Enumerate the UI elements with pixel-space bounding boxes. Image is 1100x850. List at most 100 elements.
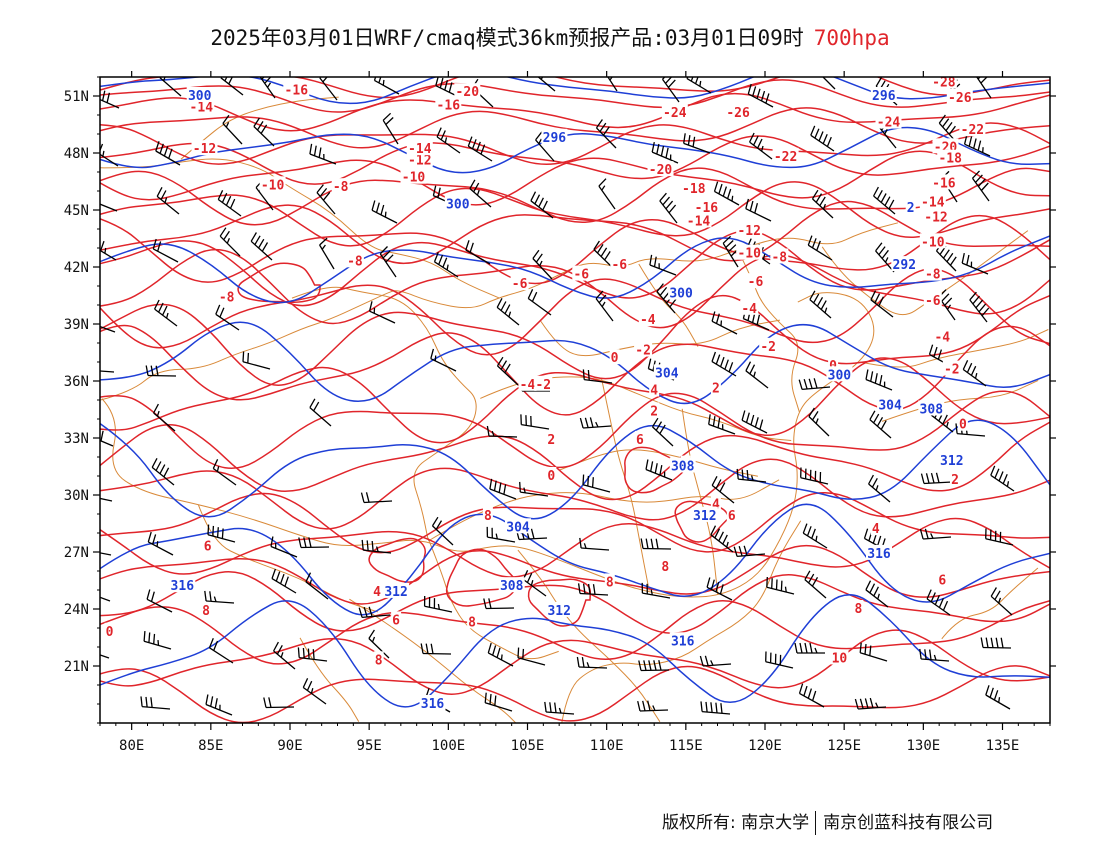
wind-barb bbox=[319, 237, 335, 270]
wind-barb bbox=[638, 660, 670, 672]
lat-tick-label: 42N bbox=[64, 260, 89, 276]
wind-barb bbox=[722, 235, 739, 268]
lon-tick-label: 115E bbox=[669, 738, 703, 754]
temperature-label: -8 bbox=[925, 268, 941, 283]
wind-barb bbox=[736, 468, 767, 483]
wind-barb bbox=[809, 290, 832, 319]
label-bg bbox=[870, 520, 881, 536]
wind-barb bbox=[519, 481, 549, 497]
temperature-label: 6 bbox=[938, 574, 946, 589]
wind-barb bbox=[253, 117, 275, 147]
wind-barb bbox=[822, 77, 836, 90]
isotherm bbox=[100, 599, 1050, 665]
wind-barb bbox=[159, 77, 182, 97]
temperature-label: 8 bbox=[468, 615, 476, 630]
wind-barb bbox=[151, 457, 175, 486]
label-bg bbox=[610, 256, 629, 272]
wind-barb bbox=[800, 467, 829, 485]
temperature-label: -20 bbox=[456, 85, 480, 100]
height-label: 300 bbox=[446, 197, 470, 212]
wind-barb bbox=[607, 77, 618, 92]
height-label: 316 bbox=[671, 634, 695, 649]
lon-tick-label: 95E bbox=[357, 738, 382, 754]
wind-barb bbox=[651, 141, 679, 164]
isotherm bbox=[100, 294, 1050, 386]
wind-barb bbox=[433, 252, 459, 278]
label-bg bbox=[383, 582, 410, 598]
temperature-label: -10 bbox=[261, 178, 285, 193]
wind-barb bbox=[204, 590, 235, 604]
wind-barb bbox=[517, 647, 546, 666]
label-bg bbox=[406, 140, 433, 156]
isotherm bbox=[100, 324, 1050, 416]
height-label: 2 bbox=[907, 201, 915, 216]
lat-tick-label: 45N bbox=[64, 203, 89, 219]
height-label: 308 bbox=[671, 460, 695, 475]
temperature-label: 8 bbox=[484, 509, 492, 524]
wind-barb bbox=[985, 528, 1014, 546]
wind-barb bbox=[140, 696, 171, 710]
isotherm-closed bbox=[674, 500, 732, 543]
wind-barb bbox=[100, 143, 119, 167]
label-bg bbox=[772, 147, 799, 163]
temperature-label: 4 bbox=[650, 384, 658, 399]
temperature-label: -24 bbox=[877, 116, 901, 131]
wind-barb bbox=[270, 536, 298, 558]
wind-barb bbox=[710, 525, 734, 553]
temperature-label: -4 bbox=[520, 378, 536, 393]
wind-barb bbox=[741, 410, 768, 434]
label-bg bbox=[510, 275, 529, 291]
temperature-label: -10 bbox=[921, 235, 945, 250]
label-bg bbox=[726, 506, 737, 522]
temperature-label: 10 bbox=[832, 651, 848, 666]
temperature-label: 4 bbox=[872, 522, 880, 537]
label-bg bbox=[740, 299, 759, 315]
wind-barb bbox=[302, 678, 327, 705]
isotherm bbox=[100, 107, 1050, 149]
label-bg bbox=[373, 651, 384, 667]
wind-barb bbox=[919, 528, 952, 540]
label-bg bbox=[283, 81, 310, 97]
wind-barb bbox=[379, 246, 397, 278]
label-bg bbox=[400, 168, 427, 184]
temperature-label: 8 bbox=[661, 560, 669, 575]
isotherm bbox=[100, 458, 1050, 530]
isotherm bbox=[100, 230, 1050, 307]
wind-barb bbox=[486, 526, 516, 543]
copyright-text: 版权所有: 南京大学 bbox=[662, 813, 810, 833]
label-bg bbox=[454, 83, 481, 99]
isotherm bbox=[100, 181, 1050, 247]
height-label: 296 bbox=[872, 89, 896, 104]
lon-tick-label: 85E bbox=[198, 738, 223, 754]
label-bg bbox=[680, 180, 707, 196]
wind-barb bbox=[483, 598, 515, 610]
label-bg bbox=[435, 96, 462, 112]
wind-barb bbox=[420, 643, 452, 655]
label-bg bbox=[942, 360, 961, 376]
label-bg bbox=[830, 649, 849, 665]
temperature-label: -10 bbox=[402, 171, 426, 186]
wind-barb bbox=[298, 537, 330, 549]
wind-barb bbox=[747, 83, 774, 108]
temperature-label: -6 bbox=[573, 268, 589, 283]
height-contour bbox=[100, 594, 1050, 708]
label-bg bbox=[875, 113, 902, 129]
wind-barb bbox=[686, 77, 712, 94]
label-bg bbox=[905, 199, 916, 215]
label-bg bbox=[923, 292, 942, 308]
wind-barb bbox=[496, 356, 519, 386]
wind-barb bbox=[382, 112, 399, 145]
wind-barb bbox=[976, 77, 992, 99]
temperature-label: -22 bbox=[774, 150, 797, 165]
height-label: 296 bbox=[543, 131, 567, 146]
lon-tick-label: 110E bbox=[590, 738, 624, 754]
wind-barb bbox=[963, 134, 991, 157]
isotherm bbox=[100, 571, 1050, 634]
wind-barb bbox=[100, 315, 116, 333]
wind-barb bbox=[423, 595, 453, 613]
wind-barb bbox=[869, 410, 892, 439]
label-bg bbox=[649, 381, 660, 397]
wind-barb bbox=[985, 685, 1011, 710]
label-bg bbox=[444, 195, 471, 211]
isotherm bbox=[100, 135, 1050, 185]
